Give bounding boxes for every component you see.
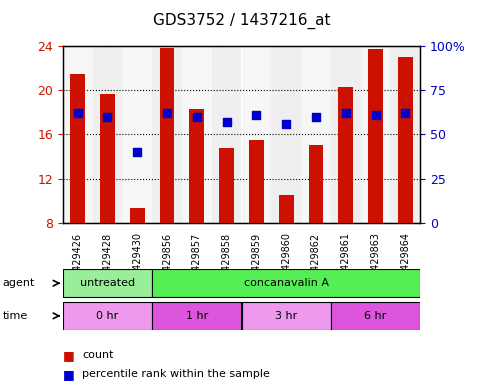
Bar	[63, 270, 152, 297]
Bar	[212, 46, 242, 223]
Bar	[331, 302, 420, 329]
Text: 6 hr: 6 hr	[364, 311, 387, 321]
Bar	[63, 302, 152, 329]
Bar	[242, 46, 271, 223]
Text: count: count	[82, 350, 114, 360]
Bar	[249, 140, 264, 223]
Bar	[398, 57, 413, 223]
Text: time: time	[2, 311, 28, 321]
Bar	[100, 94, 115, 223]
Bar	[159, 48, 174, 223]
Bar	[63, 46, 93, 223]
Text: GDS3752 / 1437216_at: GDS3752 / 1437216_at	[153, 13, 330, 29]
Bar	[368, 50, 383, 223]
Point	[342, 110, 350, 116]
Point	[104, 114, 112, 120]
Point	[282, 121, 290, 127]
Bar	[152, 270, 420, 297]
Point	[223, 119, 230, 125]
Text: 0 hr: 0 hr	[96, 311, 119, 321]
Point	[74, 110, 82, 116]
Point	[253, 112, 260, 118]
Bar	[331, 46, 361, 223]
Bar	[301, 46, 331, 223]
Bar	[93, 46, 122, 223]
Point	[372, 112, 380, 118]
Bar	[390, 46, 420, 223]
Bar	[122, 46, 152, 223]
Point	[133, 149, 141, 155]
Bar	[219, 147, 234, 223]
Text: 3 hr: 3 hr	[275, 311, 298, 321]
Text: concanavalin A: concanavalin A	[244, 278, 328, 288]
Bar	[182, 46, 212, 223]
Point	[312, 114, 320, 120]
Text: ■: ■	[63, 368, 74, 381]
Bar	[242, 302, 331, 329]
Bar	[309, 146, 324, 223]
Bar	[271, 46, 301, 223]
Bar	[189, 109, 204, 223]
Point	[401, 110, 409, 116]
Bar	[152, 302, 242, 329]
Text: agent: agent	[2, 278, 35, 288]
Text: ■: ■	[63, 349, 74, 362]
Bar	[338, 87, 353, 223]
Point	[193, 114, 201, 120]
Text: untreated: untreated	[80, 278, 135, 288]
Bar	[152, 46, 182, 223]
Bar	[279, 195, 294, 223]
Bar	[130, 209, 145, 223]
Bar	[70, 74, 85, 223]
Bar	[361, 46, 390, 223]
Text: percentile rank within the sample: percentile rank within the sample	[82, 369, 270, 379]
Point	[163, 110, 171, 116]
Text: 1 hr: 1 hr	[185, 311, 208, 321]
